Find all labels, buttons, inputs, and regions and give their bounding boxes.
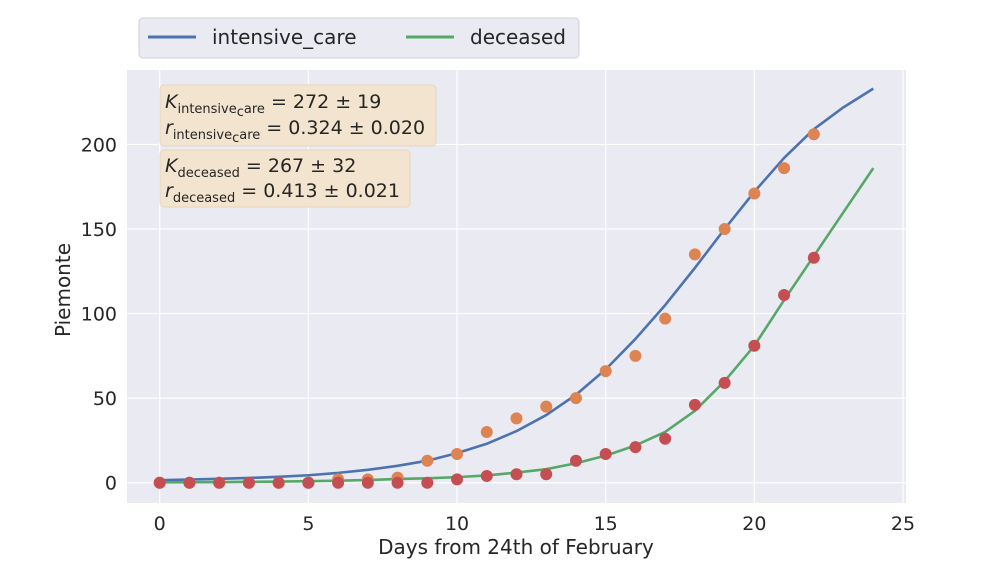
legend-box: [138, 17, 580, 59]
legend: intensive_care deceased: [138, 17, 580, 59]
annotation-box: [159, 149, 411, 208]
data-point: [778, 162, 791, 175]
data-point: [213, 476, 226, 489]
y-tick-label: 0: [105, 473, 117, 495]
data-point: [748, 187, 761, 200]
annotation-deceased: Kdeceased = 267 ± 32 rdeceased = 0.413 ±…: [159, 149, 411, 208]
data-point: [599, 447, 612, 460]
annotation-k-intensive-care: Kintensivecare = 272 ± 19: [165, 91, 381, 120]
data-point: [629, 441, 642, 454]
x-tick-label: 10: [445, 513, 469, 535]
data-point: [748, 339, 761, 352]
x-tick-label: 5: [302, 513, 314, 535]
x-axis-ticks: 0 5 10 15 20 25: [154, 513, 915, 535]
data-point: [451, 473, 464, 486]
data-point: [391, 476, 404, 489]
x-tick-label: 0: [154, 513, 166, 535]
grid-lines: [127, 70, 906, 503]
data-point: [659, 432, 672, 445]
data-point: [659, 312, 672, 325]
data-point: [302, 476, 315, 489]
legend-label-deceased: deceased: [470, 25, 566, 49]
annotation-r-deceased: rdeceased = 0.413 ± 0.021: [165, 180, 400, 206]
data-point: [242, 476, 255, 489]
annotation-k-deceased: Kdeceased = 267 ± 32: [165, 155, 356, 181]
y-axis-label: Piemonte: [51, 243, 75, 337]
data-point: [688, 398, 701, 411]
x-tick-label: 20: [742, 513, 766, 535]
data-point: [718, 376, 731, 389]
data-point: [569, 454, 582, 467]
data-point: [688, 248, 701, 261]
x-axis-label: Days from 24th of February: [378, 535, 654, 559]
annotation-box: [159, 84, 437, 147]
data-point: [153, 476, 166, 489]
data-point: [421, 476, 434, 489]
data-point: [510, 412, 523, 425]
data-point: [183, 476, 196, 489]
data-point: [569, 392, 582, 405]
data-points: [153, 128, 820, 489]
data-point: [361, 476, 374, 489]
legend-label-intensive-care: intensive_care: [212, 25, 357, 49]
data-point: [718, 222, 731, 235]
y-tick-label: 200: [81, 134, 117, 156]
data-point: [480, 469, 493, 482]
y-tick-label: 100: [81, 304, 117, 326]
data-point: [332, 476, 345, 489]
y-tick-label: 150: [81, 219, 117, 241]
data-point: [540, 400, 553, 413]
y-tick-label: 50: [93, 388, 117, 410]
data-point: [540, 468, 553, 481]
annotation-intensive-care: Kintensivecare = 272 ± 19 rintensivecare…: [159, 84, 437, 147]
data-point: [510, 468, 523, 481]
data-point: [272, 476, 285, 489]
annotation-r-intensive-care: rintensivecare = 0.324 ± 0.020: [165, 117, 425, 146]
data-point: [807, 128, 820, 141]
data-point: [629, 349, 642, 362]
x-tick-label: 15: [594, 513, 618, 535]
data-point: [599, 365, 612, 378]
y-axis-ticks: 0 50 100 150 200: [81, 134, 117, 494]
data-point: [421, 454, 434, 467]
data-point: [480, 425, 493, 438]
x-tick-label: 25: [891, 513, 915, 535]
data-point: [451, 447, 464, 460]
data-point: [778, 288, 791, 301]
data-point: [807, 251, 820, 264]
